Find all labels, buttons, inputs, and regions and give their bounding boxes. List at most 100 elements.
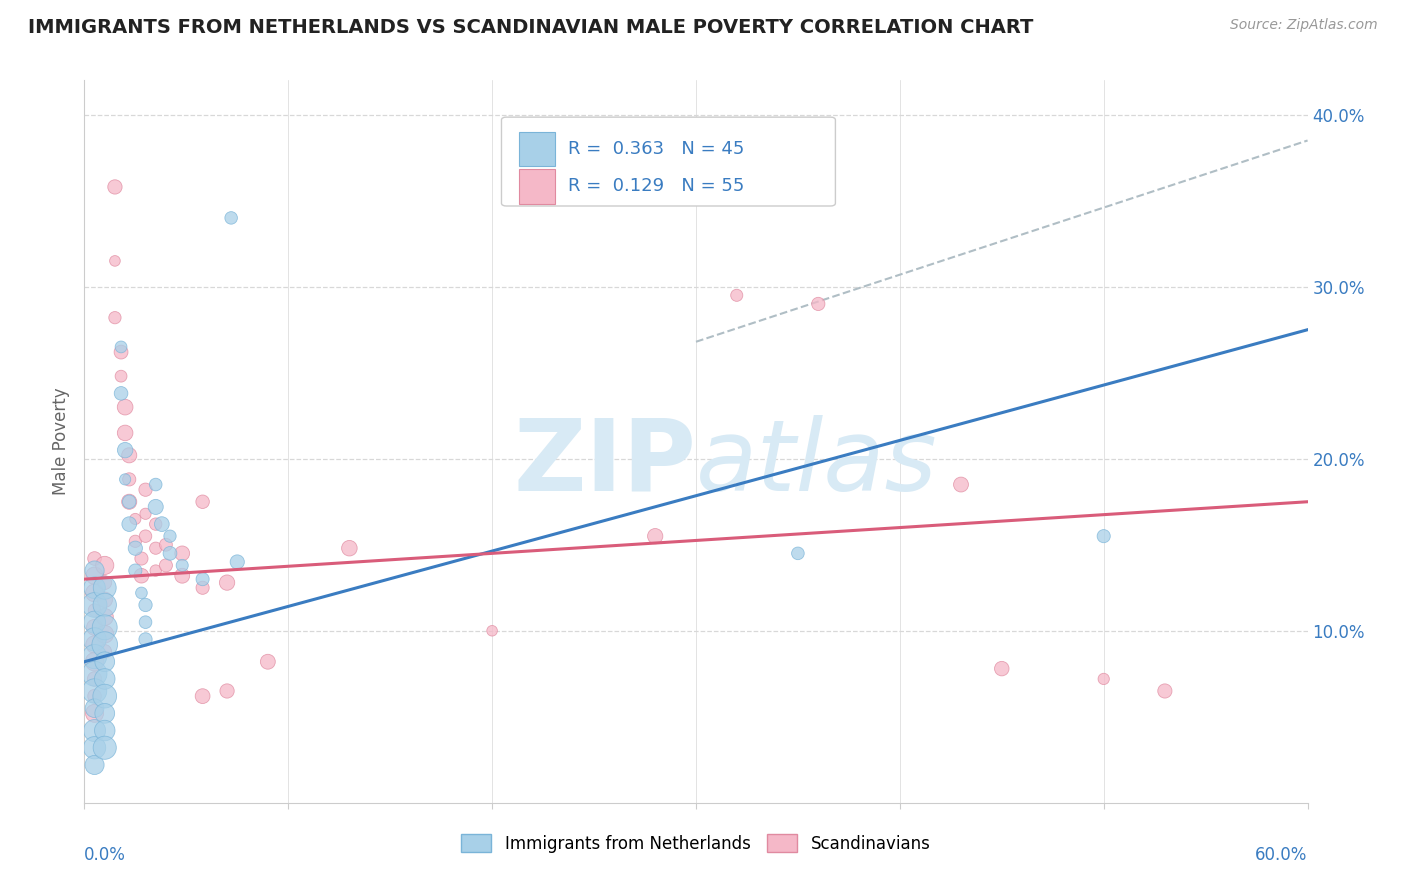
Point bbox=[83, 706, 105, 721]
Point bbox=[644, 529, 666, 543]
Point bbox=[83, 740, 105, 755]
Point bbox=[257, 655, 280, 669]
Point bbox=[83, 632, 105, 647]
Point bbox=[93, 689, 115, 703]
Point bbox=[110, 340, 132, 354]
Point bbox=[787, 546, 810, 560]
Point bbox=[155, 538, 177, 552]
Point bbox=[725, 288, 748, 302]
Text: IMMIGRANTS FROM NETHERLANDS VS SCANDINAVIAN MALE POVERTY CORRELATION CHART: IMMIGRANTS FROM NETHERLANDS VS SCANDINAV… bbox=[28, 18, 1033, 37]
Point bbox=[83, 581, 105, 595]
Point bbox=[155, 558, 177, 573]
Point bbox=[159, 529, 181, 543]
Point bbox=[145, 500, 167, 514]
Point bbox=[83, 701, 105, 715]
Point bbox=[991, 662, 1014, 676]
Point bbox=[93, 581, 115, 595]
Point bbox=[131, 586, 153, 600]
Point bbox=[191, 572, 214, 586]
Point bbox=[124, 512, 146, 526]
Text: R =  0.129   N = 55: R = 0.129 N = 55 bbox=[568, 178, 744, 195]
Point bbox=[145, 477, 167, 491]
Point bbox=[104, 310, 127, 325]
Point bbox=[135, 483, 157, 497]
Point bbox=[172, 546, 194, 560]
Point bbox=[93, 592, 115, 607]
Point bbox=[124, 564, 146, 578]
Point bbox=[83, 568, 105, 582]
Text: Source: ZipAtlas.com: Source: ZipAtlas.com bbox=[1230, 18, 1378, 32]
Point bbox=[110, 386, 132, 401]
Point bbox=[219, 211, 242, 225]
Legend: Immigrants from Netherlands, Scandinavians: Immigrants from Netherlands, Scandinavia… bbox=[454, 828, 938, 860]
Point bbox=[114, 472, 136, 486]
Point bbox=[131, 568, 153, 582]
Point bbox=[807, 297, 830, 311]
Point bbox=[110, 369, 132, 384]
Point bbox=[135, 615, 157, 630]
Point bbox=[1092, 529, 1115, 543]
Text: 60.0%: 60.0% bbox=[1256, 847, 1308, 864]
Point bbox=[93, 638, 115, 652]
Text: atlas: atlas bbox=[696, 415, 938, 512]
Point bbox=[191, 494, 214, 508]
Point bbox=[191, 581, 214, 595]
Point bbox=[93, 598, 115, 612]
Point bbox=[93, 655, 115, 669]
Point bbox=[110, 345, 132, 359]
Point bbox=[93, 672, 115, 686]
Point bbox=[93, 627, 115, 641]
Point bbox=[104, 180, 127, 194]
Point bbox=[145, 564, 167, 578]
Point bbox=[83, 649, 105, 664]
Point bbox=[93, 740, 115, 755]
Point bbox=[83, 689, 105, 703]
Point bbox=[124, 541, 146, 556]
FancyBboxPatch shape bbox=[502, 117, 835, 206]
Point bbox=[118, 494, 141, 508]
Point bbox=[145, 541, 167, 556]
Point bbox=[135, 598, 157, 612]
Point bbox=[118, 448, 141, 462]
Point bbox=[191, 689, 214, 703]
Point bbox=[83, 723, 105, 738]
Point bbox=[93, 575, 115, 590]
Point bbox=[83, 603, 105, 617]
Point bbox=[83, 564, 105, 578]
Point bbox=[104, 253, 127, 268]
Point bbox=[135, 632, 157, 647]
Point bbox=[950, 477, 973, 491]
Point bbox=[93, 723, 115, 738]
Point bbox=[83, 598, 105, 612]
Point bbox=[150, 517, 173, 532]
Point bbox=[114, 425, 136, 440]
Point bbox=[217, 575, 239, 590]
Point bbox=[118, 494, 141, 508]
Point bbox=[83, 655, 105, 669]
Point bbox=[135, 507, 157, 521]
Point bbox=[83, 672, 105, 686]
Point bbox=[93, 644, 115, 658]
Point bbox=[83, 620, 105, 634]
FancyBboxPatch shape bbox=[519, 169, 555, 204]
Point bbox=[83, 684, 105, 698]
Point bbox=[118, 517, 141, 532]
Point bbox=[114, 400, 136, 414]
Point bbox=[93, 620, 115, 634]
Point bbox=[226, 555, 249, 569]
Point bbox=[145, 517, 167, 532]
Point bbox=[339, 541, 361, 556]
Point bbox=[114, 443, 136, 458]
Text: 0.0%: 0.0% bbox=[84, 847, 127, 864]
Point bbox=[83, 758, 105, 772]
Text: R =  0.363   N = 45: R = 0.363 N = 45 bbox=[568, 140, 744, 158]
Point bbox=[135, 529, 157, 543]
Point bbox=[1092, 672, 1115, 686]
Point bbox=[83, 615, 105, 630]
Point bbox=[172, 568, 194, 582]
Point bbox=[131, 551, 153, 566]
Point bbox=[93, 558, 115, 573]
Point bbox=[118, 472, 141, 486]
FancyBboxPatch shape bbox=[519, 132, 555, 167]
Point bbox=[93, 610, 115, 624]
